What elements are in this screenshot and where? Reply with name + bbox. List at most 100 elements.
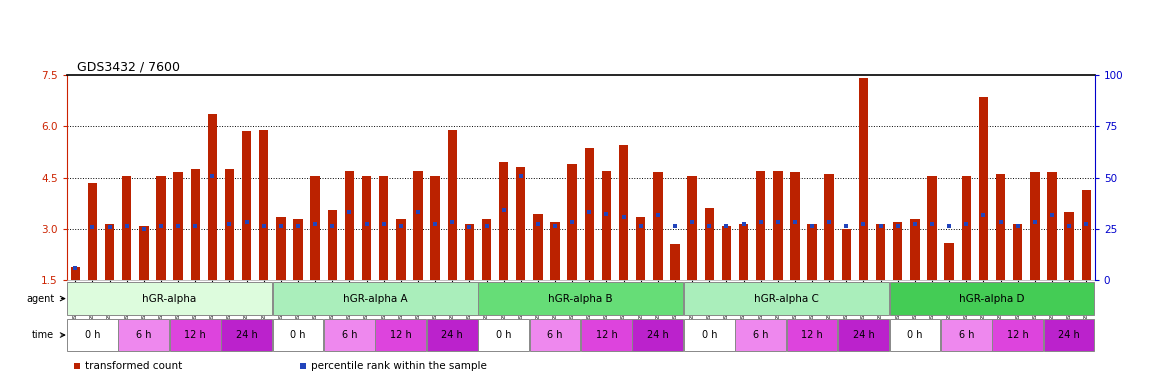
Bar [427,319,477,351]
Bar [961,176,971,280]
Bar [516,167,526,280]
Bar [1030,172,1040,280]
Bar [221,319,273,351]
Bar [396,219,406,280]
Bar [787,319,837,351]
Text: 24 h: 24 h [647,330,669,340]
Text: 24 h: 24 h [236,330,258,340]
Bar [992,319,1043,351]
Bar [756,171,766,280]
Text: 0 h: 0 h [290,330,306,340]
Bar [118,319,169,351]
Bar [1065,212,1074,280]
Bar [242,131,252,280]
Text: hGR-alpha C: hGR-alpha C [754,293,819,304]
Bar [276,217,285,280]
Bar [705,209,714,280]
Bar [345,171,354,280]
Text: 6 h: 6 h [342,330,358,340]
Text: 0 h: 0 h [907,330,922,340]
Bar [447,130,457,280]
Bar [87,183,97,280]
Bar [927,176,937,280]
Bar [567,164,577,280]
Bar [310,176,320,280]
Bar [636,217,645,280]
Bar [632,319,683,351]
Bar [273,319,323,351]
Bar [1048,172,1057,280]
Bar [996,174,1005,280]
Text: 12 h: 12 h [184,330,206,340]
Bar [910,219,920,280]
Bar [825,174,834,280]
Text: 24 h: 24 h [1058,330,1080,340]
Bar [174,172,183,280]
Bar [70,266,80,280]
Bar [499,162,508,280]
Bar [944,243,953,280]
Text: agent: agent [26,293,54,304]
Text: hGR-alpha A: hGR-alpha A [343,293,407,304]
Bar [224,169,235,280]
Text: 0 h: 0 h [496,330,512,340]
Bar [551,222,560,280]
Bar [842,229,851,280]
Bar [105,224,114,280]
Bar [859,78,868,280]
Bar [979,97,988,280]
Bar [889,282,1095,315]
Text: 0 h: 0 h [702,330,716,340]
Bar [413,171,423,280]
Bar [375,319,427,351]
Bar [273,282,477,315]
Bar [430,176,439,280]
Text: 0 h: 0 h [85,330,100,340]
Bar [889,319,941,351]
Text: 24 h: 24 h [852,330,874,340]
Bar [688,176,697,280]
Bar [208,114,217,280]
Text: hGR-alpha: hGR-alpha [143,293,197,304]
Bar [941,319,991,351]
Bar [156,176,166,280]
Text: time: time [32,330,54,340]
Bar [478,319,529,351]
Text: 12 h: 12 h [390,330,412,340]
Bar [530,319,581,351]
Text: transformed count: transformed count [85,361,183,371]
Bar [722,225,731,280]
Text: 6 h: 6 h [753,330,768,340]
Bar [1044,319,1095,351]
Bar [653,172,662,280]
Bar [670,244,680,280]
Bar [807,224,816,280]
Bar [735,319,787,351]
Bar [773,171,782,280]
Text: 12 h: 12 h [1006,330,1028,340]
Bar [170,319,221,351]
Bar [838,319,889,351]
Text: 6 h: 6 h [547,330,562,340]
Text: hGR-alpha B: hGR-alpha B [549,293,613,304]
Bar [584,149,595,280]
Text: 12 h: 12 h [596,330,618,340]
Bar [894,222,903,280]
Text: percentile rank within the sample: percentile rank within the sample [312,361,488,371]
Bar [328,210,337,280]
Bar [738,224,749,280]
Bar [191,169,200,280]
Bar [67,319,117,351]
Bar [482,219,491,280]
Bar [380,176,389,280]
Bar [293,219,302,280]
Bar [139,225,148,280]
Bar [684,282,889,315]
Bar [1081,190,1091,280]
Bar [581,319,631,351]
Bar [619,145,628,280]
Text: 12 h: 12 h [802,330,823,340]
Text: 6 h: 6 h [136,330,152,340]
Bar [465,224,474,280]
Bar [122,176,131,280]
